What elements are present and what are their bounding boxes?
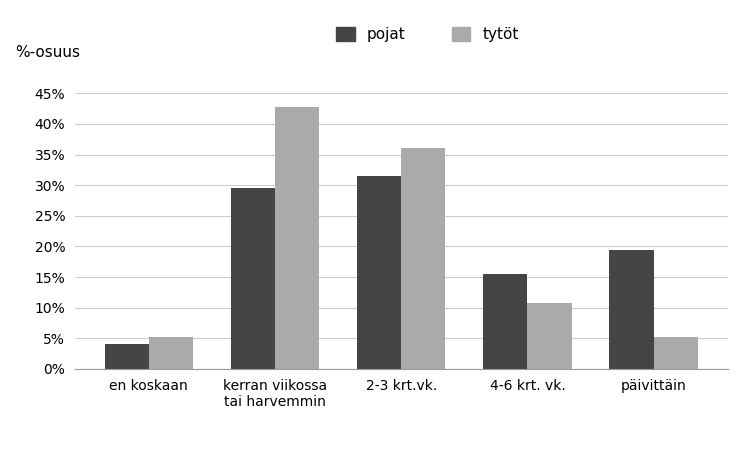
Legend: pojat, tytöt: pojat, tytöt xyxy=(330,21,525,49)
Bar xyxy=(610,249,654,369)
Bar xyxy=(105,345,148,369)
Bar xyxy=(483,274,527,369)
Bar xyxy=(401,148,445,369)
Bar xyxy=(231,188,275,369)
Bar xyxy=(654,337,698,369)
Bar xyxy=(527,303,572,369)
Bar xyxy=(357,176,401,369)
Bar xyxy=(148,337,193,369)
Text: %-osuus: %-osuus xyxy=(15,45,80,60)
Bar xyxy=(275,108,320,369)
